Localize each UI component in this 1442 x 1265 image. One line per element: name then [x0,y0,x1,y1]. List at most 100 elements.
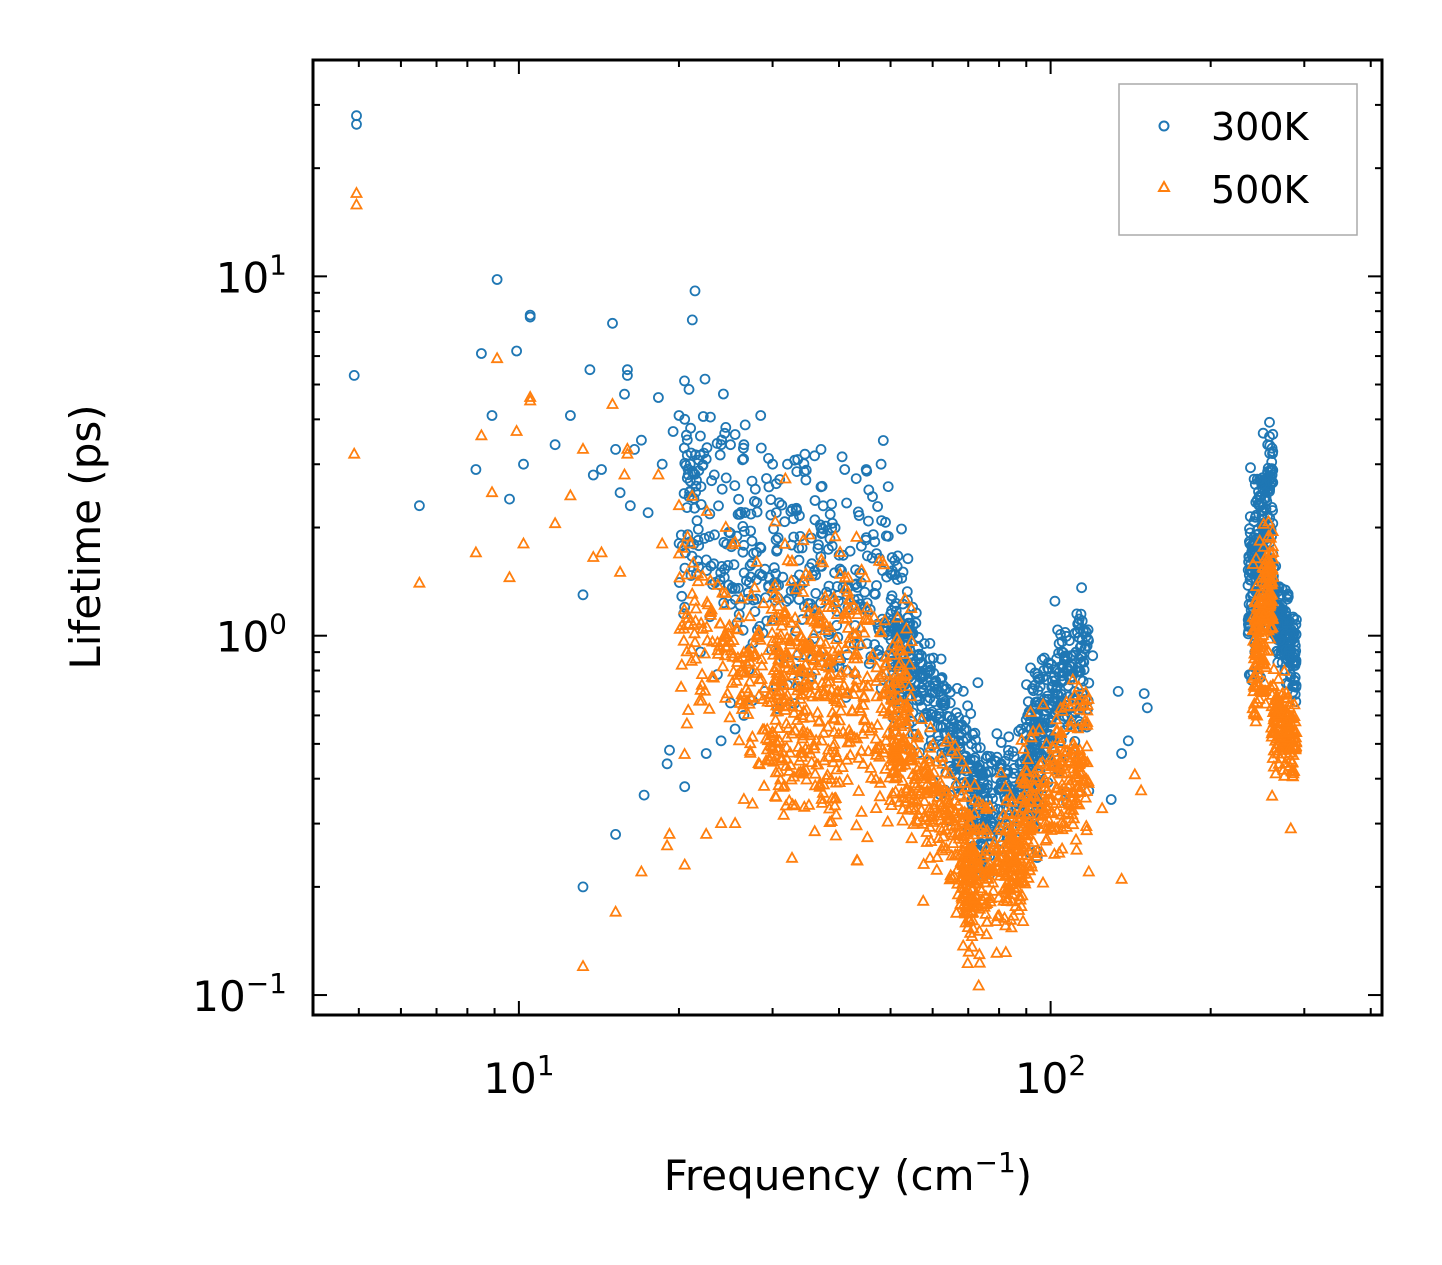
point-500k [847,680,862,693]
point-500k [1075,754,1089,766]
point-300k [745,525,756,537]
point-500k [1247,651,1261,664]
point-500k [1056,765,1070,778]
point-500k [683,536,697,549]
point-500k [795,746,809,758]
point-500k [814,552,828,565]
point-500k [999,812,1014,825]
point-300k [738,710,750,721]
point-300k [676,590,688,602]
point-500k [750,666,764,678]
point-500k [820,768,835,780]
point-500k [1249,714,1263,727]
point-500k [795,749,809,762]
point-300k [1105,794,1117,805]
point-500k [840,685,854,698]
point-500k [983,857,997,869]
point-300k [733,493,744,505]
point-300k [713,500,724,512]
point-500k [897,647,911,659]
point-500k [945,848,959,861]
point-300k [1262,439,1274,451]
point-500k [916,893,930,906]
x-tick-label: 102 [1015,1049,1086,1103]
point-500k [1018,876,1032,889]
point-500k [1016,840,1030,852]
point-500k [780,740,794,753]
point-300k [470,464,482,475]
point-500k [805,755,819,767]
point-300k [788,531,800,543]
point-500k [681,529,695,542]
point-500k [811,688,825,701]
point-500k [1043,820,1057,833]
point-500k [1079,819,1093,831]
point-300k [755,410,767,421]
point-500k [973,955,987,968]
point-500k [774,753,788,766]
point-500k [994,765,1008,778]
point-500k [898,794,912,807]
point-500k [757,722,771,735]
point-500k [957,897,971,910]
point-500k [763,686,777,699]
point-500k [696,569,710,581]
point-500k [877,745,891,758]
point-500k [725,646,739,659]
point-500k [1252,692,1266,704]
point-300k [1064,635,1075,646]
point-300k [1122,735,1134,747]
point-500k [959,790,973,802]
point-300k [1254,474,1265,485]
point-300k [729,594,741,605]
point-300k [1243,598,1255,610]
point-300k [739,419,751,431]
point-500k [905,634,919,646]
point-500k [984,844,998,856]
point-500k [943,766,957,779]
point-500k [803,665,817,678]
point-300k [504,493,515,505]
point-500k [1055,822,1069,835]
point-500k [808,766,822,779]
point-500k [858,570,872,583]
point-500k [698,646,712,659]
point-500k [956,938,970,951]
point-500k [829,807,843,820]
point-500k [816,785,830,798]
point-500k [833,775,847,787]
point-300k [697,459,709,471]
point-500k [1257,608,1271,620]
point-500k [801,606,815,619]
point-500k [767,663,781,675]
y-tick-label: 101 [216,248,287,302]
point-300k [684,458,696,470]
point-500k [822,801,836,814]
point-500k [1072,679,1086,692]
point-500k [1079,685,1093,698]
point-300k [782,458,793,470]
point-500k [808,678,822,690]
point-300k [1284,629,1296,640]
point-300k [610,829,621,840]
point-500k [841,735,855,748]
point-300k [1290,629,1302,641]
point-500k [1035,754,1050,767]
point-500k [813,780,827,792]
point-500k [957,829,971,842]
point-500k [732,733,746,746]
point-500k [1005,835,1019,848]
point-500k [911,767,925,780]
point-500k [830,607,844,619]
point-500k [864,761,878,773]
point-500k [828,712,842,724]
point-500k [1134,783,1148,796]
point-500k [975,850,990,863]
scatter-points [347,110,1303,991]
point-300k [1138,688,1150,699]
point-300k [664,744,675,756]
point-500k [1249,551,1263,564]
point-300k [1087,650,1099,662]
point-500k [1017,812,1031,825]
point-500k [830,762,844,775]
